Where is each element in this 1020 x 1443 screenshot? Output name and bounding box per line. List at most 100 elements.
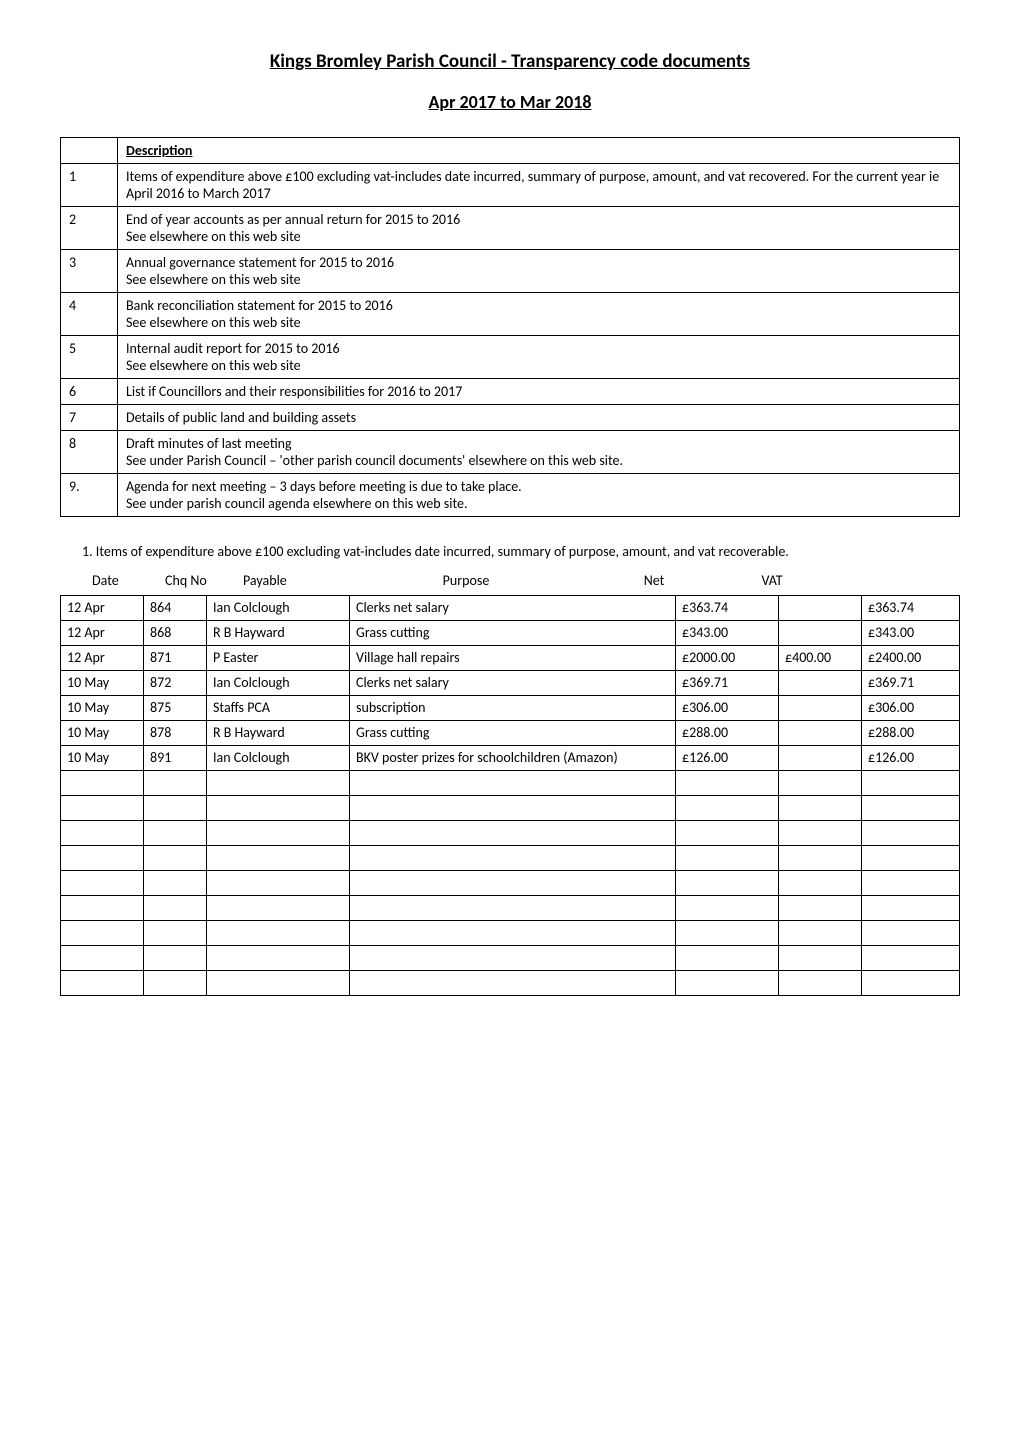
table-row: [61, 796, 960, 821]
table-cell: [144, 921, 207, 946]
table-cell: [207, 896, 350, 921]
description-header-label: Description: [118, 138, 960, 164]
table-cell: 10 May: [61, 721, 144, 746]
table-cell: [676, 796, 779, 821]
table-cell: [676, 896, 779, 921]
table-cell: [862, 871, 960, 896]
table-cell: [779, 896, 862, 921]
table-row: [61, 771, 960, 796]
table-cell: [779, 671, 862, 696]
table-cell: [676, 871, 779, 896]
table-cell: £306.00: [862, 696, 960, 721]
description-row: 1Items of expenditure above £100 excludi…: [61, 164, 960, 207]
table-cell: 875: [144, 696, 207, 721]
table-cell: [144, 871, 207, 896]
table-cell: £126.00: [676, 746, 779, 771]
description-row: 6List if Councillors and their responsib…: [61, 379, 960, 405]
table-cell: [862, 821, 960, 846]
description-row: 2End of year accounts as per annual retu…: [61, 207, 960, 250]
table-cell: [779, 721, 862, 746]
table-cell: [779, 596, 862, 621]
table-cell: [61, 796, 144, 821]
table-cell: 868: [144, 621, 207, 646]
col-net: Net: [585, 572, 723, 589]
table-cell: £288.00: [862, 721, 960, 746]
table-cell: Grass cutting: [350, 721, 676, 746]
table-cell: [207, 771, 350, 796]
table-cell: [144, 946, 207, 971]
description-row-number: 6: [61, 379, 118, 405]
table-cell: [862, 921, 960, 946]
expenditure-table: 12 Apr864Ian ColcloughClerks net salary£…: [60, 595, 960, 996]
table-cell: [676, 921, 779, 946]
description-row-number: 8: [61, 431, 118, 474]
table-cell: [779, 746, 862, 771]
table-cell: [61, 846, 144, 871]
table-row: 12 Apr864Ian ColcloughClerks net salary£…: [61, 596, 960, 621]
table-cell: 872: [144, 671, 207, 696]
description-row-text: Bank reconciliation statement for 2015 t…: [118, 293, 960, 336]
table-cell: £126.00: [862, 746, 960, 771]
col-payable: Payable: [239, 572, 347, 589]
table-cell: [61, 821, 144, 846]
table-row: 10 May875Staffs PCAsubscription£306.00£3…: [61, 696, 960, 721]
table-cell: 10 May: [61, 696, 144, 721]
col-vat: VAT: [723, 572, 821, 589]
table-cell: £2000.00: [676, 646, 779, 671]
table-cell: 10 May: [61, 671, 144, 696]
description-table: Description 1Items of expenditure above …: [60, 137, 960, 517]
table-cell: [779, 621, 862, 646]
table-cell: [207, 871, 350, 896]
table-cell: [779, 971, 862, 996]
table-cell: [779, 946, 862, 971]
description-row-number: 3: [61, 250, 118, 293]
table-row: 10 May872Ian ColcloughClerks net salary£…: [61, 671, 960, 696]
table-cell: [862, 946, 960, 971]
table-row: [61, 921, 960, 946]
table-cell: [207, 946, 350, 971]
expenditure-column-headers: Date Chq No Payable Purpose Net VAT: [60, 572, 960, 589]
description-row: 4Bank reconciliation statement for 2015 …: [61, 293, 960, 336]
description-row: 7Details of public land and building ass…: [61, 405, 960, 431]
table-cell: £400.00: [779, 646, 862, 671]
table-cell: R B Hayward: [207, 621, 350, 646]
table-cell: £369.71: [862, 671, 960, 696]
table-cell: [862, 846, 960, 871]
table-cell: P Easter: [207, 646, 350, 671]
table-row: 12 Apr871P EasterVillage hall repairs£20…: [61, 646, 960, 671]
table-cell: [207, 821, 350, 846]
description-row-text: List if Councillors and their responsibi…: [118, 379, 960, 405]
table-cell: [350, 796, 676, 821]
table-cell: [350, 846, 676, 871]
description-row-text: End of year accounts as per annual retur…: [118, 207, 960, 250]
table-cell: Village hall repairs: [350, 646, 676, 671]
table-cell: £306.00: [676, 696, 779, 721]
table-cell: £343.00: [676, 621, 779, 646]
table-cell: [350, 871, 676, 896]
table-cell: [676, 846, 779, 871]
table-cell: [676, 821, 779, 846]
description-row-number: 7: [61, 405, 118, 431]
table-cell: [350, 921, 676, 946]
table-cell: [207, 796, 350, 821]
table-cell: [779, 846, 862, 871]
table-cell: Ian Colclough: [207, 746, 350, 771]
table-cell: [350, 821, 676, 846]
table-cell: [144, 796, 207, 821]
description-row-text: Agenda for next meeting – 3 days before …: [118, 474, 960, 517]
table-cell: £2400.00: [862, 646, 960, 671]
table-cell: R B Hayward: [207, 721, 350, 746]
description-row: 9.Agenda for next meeting – 3 days befor…: [61, 474, 960, 517]
description-row: 8Draft minutes of last meeting See under…: [61, 431, 960, 474]
table-cell: [862, 796, 960, 821]
table-row: 10 May891Ian ColcloughBKV poster prizes …: [61, 746, 960, 771]
page-title: Kings Bromley Parish Council - Transpare…: [60, 50, 960, 73]
document-page: Kings Bromley Parish Council - Transpare…: [60, 50, 960, 996]
table-cell: £369.71: [676, 671, 779, 696]
table-cell: [61, 971, 144, 996]
table-row: [61, 946, 960, 971]
description-row-text: Draft minutes of last meeting See under …: [118, 431, 960, 474]
table-cell: 12 Apr: [61, 596, 144, 621]
table-cell: [144, 821, 207, 846]
table-cell: Staffs PCA: [207, 696, 350, 721]
